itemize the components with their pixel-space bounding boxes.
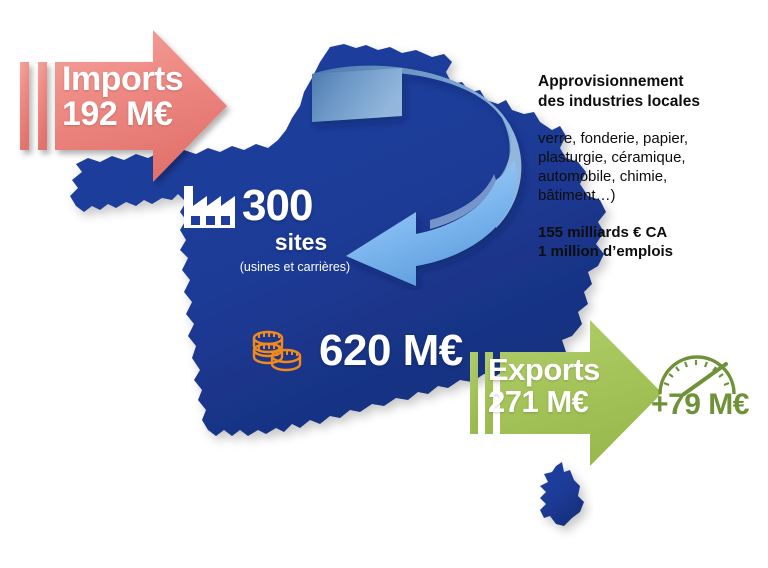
- info-title: Approvisionnement des industries locales: [538, 72, 753, 112]
- turnover-value: 620 M€: [319, 326, 463, 375]
- sites-word: sites: [274, 229, 328, 255]
- info-sectors-line3: automobile, chimie,: [538, 167, 668, 185]
- arrow-right-icon: [20, 30, 227, 182]
- growth-callout: +79 M€: [636, 352, 764, 434]
- arrow-right-icon: [470, 320, 662, 466]
- info-title-line2: des industries locales: [538, 92, 700, 110]
- imports-arrow-group: Imports 192 M€: [14, 28, 254, 188]
- growth-value: +79 M€: [651, 388, 749, 421]
- info-stat-revenue: 155 milliards € CA: [538, 223, 668, 241]
- info-sectors-line4: bâtiment…): [538, 186, 616, 204]
- info-stat-jobs: 1 million d’emplois: [538, 243, 674, 261]
- sites-detail: (usines et carrières): [239, 260, 351, 274]
- info-sectors-line1: verre, fonderie, papier,: [538, 129, 689, 147]
- info-block: Approvisionnement des industries locales…: [538, 72, 753, 262]
- info-title-line1: Approvisionnement: [538, 73, 684, 90]
- gauge-icon: [658, 355, 736, 396]
- sites-number: 300: [242, 181, 313, 230]
- circular-arrow-icon: [312, 65, 522, 286]
- info-stats: 155 milliards € CA 1 million d’emplois: [538, 223, 753, 262]
- sites-callout: 300 sites (usines et carrières): [180, 184, 370, 274]
- info-sectors-line2: plasturgie, céramique,: [538, 148, 686, 166]
- info-sector-list: verre, fonderie, papier, plasturgie, cér…: [538, 129, 753, 205]
- coins-icon: [252, 330, 302, 372]
- turnover-callout: 620 M€: [248, 325, 463, 377]
- factory-icon: [184, 186, 235, 228]
